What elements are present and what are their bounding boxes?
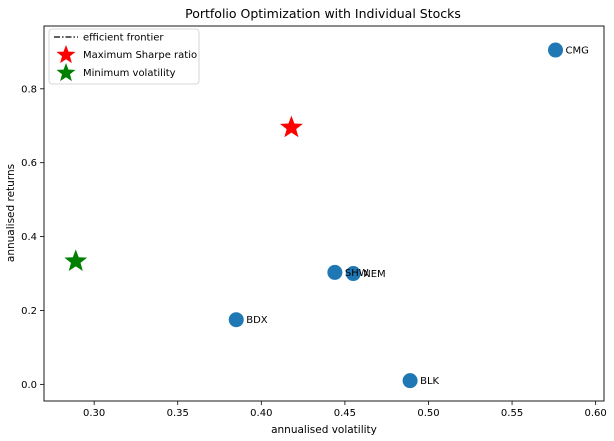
x-tick-label: 0.60 [585, 408, 607, 419]
stock-label-shw: SHW [345, 268, 369, 279]
legend-min-volatility-label: Minimum volatility [83, 68, 176, 79]
x-tick-label: 0.55 [501, 408, 523, 419]
stock-point-nem [345, 266, 361, 282]
chart-title: Portfolio Optimization with Individual S… [185, 6, 461, 21]
stock-point-bdx [228, 312, 244, 328]
y-tick-label: 0.0 [21, 380, 37, 391]
x-axis-label: annualised volatility [271, 424, 377, 436]
x-axis-ticks: 0.30 0.35 0.40 0.45 0.50 0.55 0.60 [83, 401, 607, 419]
maximum-sharpe-ratio-star-point [279, 115, 303, 138]
stock-point-shw [327, 264, 343, 280]
minimum-volatility-star-point [64, 249, 88, 272]
legend: efficient frontier Maximum Sharpe ratio … [48, 28, 200, 85]
x-tick-label: 0.30 [83, 408, 105, 419]
x-tick-label: 0.50 [417, 408, 439, 419]
stock-label-nem: NEM [363, 269, 385, 280]
legend-max-sharpe-label: Maximum Sharpe ratio [83, 50, 197, 61]
x-tick-label: 0.45 [334, 408, 356, 419]
y-tick-label: 0.4 [21, 232, 37, 243]
y-axis-ticks: 0.0 0.2 0.4 0.6 0.8 [21, 84, 44, 391]
stock-label-blk: BLK [420, 376, 439, 387]
stock-point-cmg [548, 42, 564, 58]
legend-star-green [56, 63, 76, 82]
stock-label-cmg: CMG [566, 46, 589, 57]
y-axis-label: annualised returns [5, 164, 17, 262]
legend-efficient-frontier-label: efficient frontier [83, 33, 164, 44]
legend-max-sharpe-star-icon [56, 45, 76, 64]
legend-star-red [56, 45, 76, 64]
plot-area [43, 25, 605, 402]
stock-label-bdx: BDX [246, 315, 268, 326]
x-tick-label: 0.40 [250, 408, 272, 419]
legend-min-volatility-star-icon [56, 63, 76, 82]
y-tick-label: 0.8 [21, 84, 37, 95]
y-tick-label: 0.2 [21, 306, 37, 317]
x-tick-label: 0.35 [167, 408, 189, 419]
y-tick-label: 0.6 [21, 158, 37, 169]
legend-box [48, 28, 200, 85]
stock-point-blk [402, 373, 418, 389]
